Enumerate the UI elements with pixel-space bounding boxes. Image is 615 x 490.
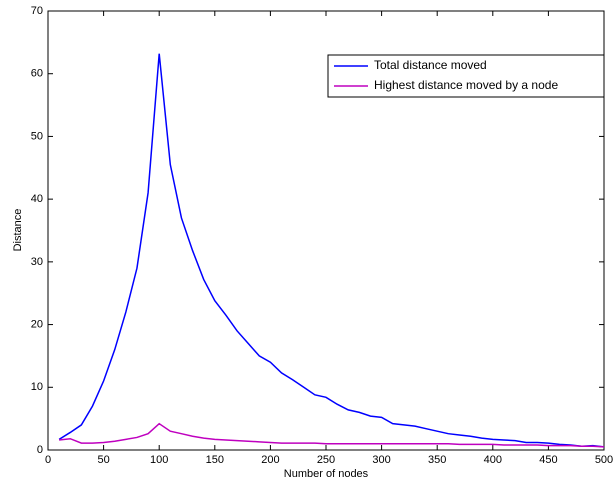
x-tick-label: 400 (484, 454, 502, 466)
x-axis-label: Number of nodes (284, 468, 369, 480)
x-tick-label: 500 (595, 454, 613, 466)
y-tick-label: 20 (31, 318, 43, 330)
y-tick-label: 30 (31, 256, 43, 268)
y-tick-label: 70 (31, 5, 43, 17)
x-tick-label: 350 (428, 454, 446, 466)
x-tick-label: 0 (45, 454, 51, 466)
y-tick-label: 0 (37, 444, 43, 456)
y-tick-label: 50 (31, 130, 43, 142)
x-tick-label: 250 (317, 454, 335, 466)
legend-label: Highest distance moved by a node (374, 78, 558, 92)
legend-box (327, 54, 605, 98)
x-tick-label: 50 (97, 454, 109, 466)
y-axis-label: Distance (12, 209, 24, 252)
y-tick-label: 40 (31, 193, 43, 205)
x-tick-label: 200 (261, 454, 279, 466)
x-tick-label: 100 (150, 454, 168, 466)
x-tick-label: 150 (206, 454, 224, 466)
x-tick-label: 450 (539, 454, 557, 466)
y-tick-label: 10 (31, 381, 43, 393)
x-tick-label: 300 (372, 454, 390, 466)
y-tick-label: 60 (31, 68, 43, 80)
data-line (58, 53, 605, 448)
data-line (59, 422, 605, 448)
legend-label: Total distance moved (374, 58, 487, 72)
